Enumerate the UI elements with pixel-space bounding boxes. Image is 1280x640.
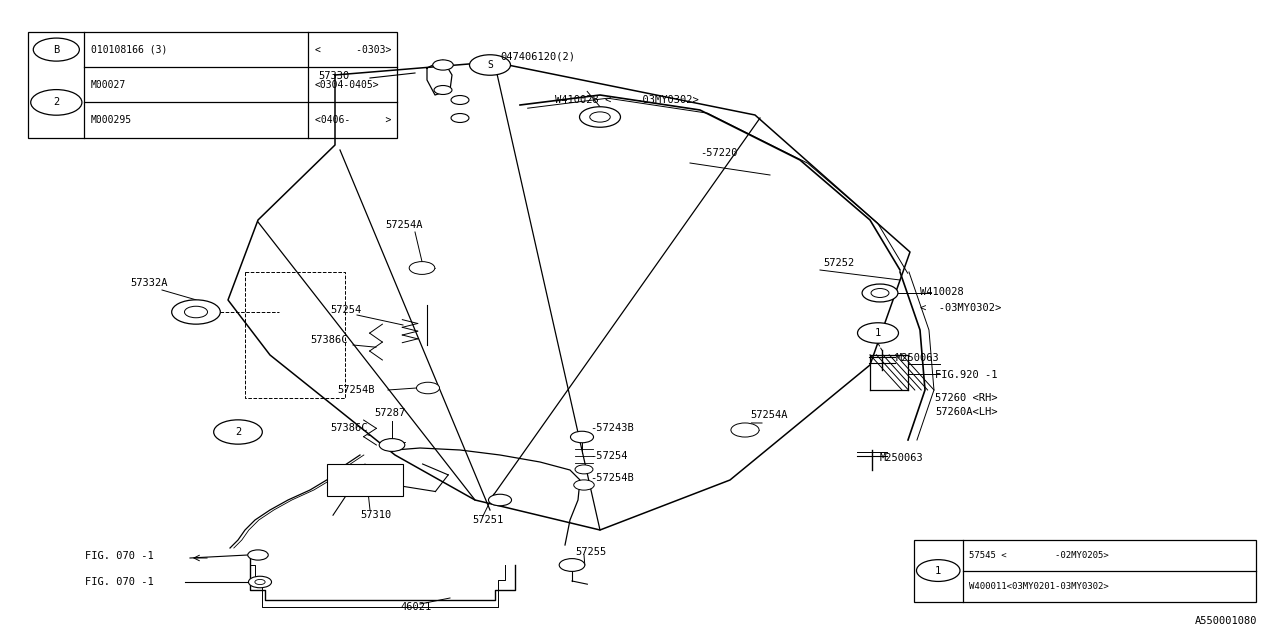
Circle shape xyxy=(870,289,890,298)
Circle shape xyxy=(489,494,512,506)
Circle shape xyxy=(590,112,611,122)
Circle shape xyxy=(416,382,439,394)
Text: W410028: W410028 xyxy=(920,287,964,297)
Circle shape xyxy=(559,559,585,572)
Text: 57254: 57254 xyxy=(330,305,361,315)
Text: 46021: 46021 xyxy=(399,602,431,612)
Text: FIG.920 -1: FIG.920 -1 xyxy=(934,370,997,380)
Text: M00027: M00027 xyxy=(91,80,127,90)
Circle shape xyxy=(410,262,435,275)
Circle shape xyxy=(214,420,262,444)
Text: 57287: 57287 xyxy=(374,408,406,418)
Text: FIG. 070 -1: FIG. 070 -1 xyxy=(84,577,154,587)
Text: 2: 2 xyxy=(54,97,59,108)
Text: 57332A: 57332A xyxy=(131,278,168,288)
Circle shape xyxy=(731,423,759,437)
Circle shape xyxy=(379,438,404,451)
Text: B: B xyxy=(54,45,59,54)
Text: <  -03MY0302>: < -03MY0302> xyxy=(920,303,1001,313)
Text: 57254A: 57254A xyxy=(750,410,787,420)
Text: 1: 1 xyxy=(874,328,881,338)
Text: 57545 <         -02MY0205>: 57545 < -02MY0205> xyxy=(969,550,1108,559)
Text: M000295: M000295 xyxy=(91,115,132,125)
Text: M250063: M250063 xyxy=(896,353,940,363)
Text: <      -0303>: < -0303> xyxy=(315,45,392,54)
Circle shape xyxy=(255,579,265,584)
Text: W400011<03MY0201-03MY0302>: W400011<03MY0201-03MY0302> xyxy=(969,582,1108,591)
Circle shape xyxy=(433,60,453,70)
Text: W410028 <    -03MY0302>: W410028 < -03MY0302> xyxy=(556,95,699,105)
Text: 57254A: 57254A xyxy=(385,220,422,230)
Text: M250063: M250063 xyxy=(881,453,924,463)
Text: 57386C: 57386C xyxy=(310,335,347,345)
Circle shape xyxy=(451,95,468,104)
Circle shape xyxy=(863,284,899,302)
Text: 2: 2 xyxy=(234,427,241,437)
Circle shape xyxy=(451,113,468,122)
Text: 010108166 (3): 010108166 (3) xyxy=(91,45,168,54)
Circle shape xyxy=(571,431,594,443)
Text: 57330: 57330 xyxy=(317,71,349,81)
Text: <0406-      >: <0406- > xyxy=(315,115,392,125)
Bar xyxy=(28,32,397,138)
Circle shape xyxy=(33,38,79,61)
Circle shape xyxy=(573,480,594,490)
Text: 57260 <RH>: 57260 <RH> xyxy=(934,393,997,403)
Text: -57220: -57220 xyxy=(700,148,737,158)
Text: FIG. 070 -1: FIG. 070 -1 xyxy=(84,551,154,561)
Text: -57243B: -57243B xyxy=(590,423,634,433)
Circle shape xyxy=(575,465,593,474)
Text: 57252: 57252 xyxy=(823,258,854,268)
Text: -57254B: -57254B xyxy=(590,473,634,483)
Text: S: S xyxy=(488,60,493,70)
Bar xyxy=(914,540,1256,602)
Text: <0304-0405>: <0304-0405> xyxy=(315,80,379,90)
Bar xyxy=(326,464,403,496)
Text: 57386C: 57386C xyxy=(330,423,367,433)
Circle shape xyxy=(858,323,899,343)
Circle shape xyxy=(580,107,621,127)
Text: 57260A<LH>: 57260A<LH> xyxy=(934,407,997,417)
Circle shape xyxy=(184,307,207,318)
Circle shape xyxy=(31,90,82,115)
Text: 57254B: 57254B xyxy=(337,385,375,395)
Text: 57255: 57255 xyxy=(575,547,607,557)
Text: 57310: 57310 xyxy=(360,510,392,520)
Text: 57251: 57251 xyxy=(472,515,503,525)
Circle shape xyxy=(248,550,269,560)
Text: -57254: -57254 xyxy=(590,451,627,461)
Circle shape xyxy=(470,55,511,76)
Text: 047406120(2): 047406120(2) xyxy=(500,51,575,61)
Circle shape xyxy=(434,86,452,95)
Text: 1: 1 xyxy=(936,566,941,575)
Circle shape xyxy=(916,559,960,581)
Circle shape xyxy=(248,576,271,588)
Text: A550001080: A550001080 xyxy=(1194,616,1257,626)
Circle shape xyxy=(172,300,220,324)
